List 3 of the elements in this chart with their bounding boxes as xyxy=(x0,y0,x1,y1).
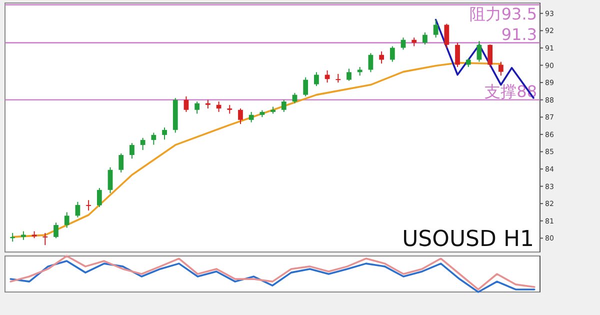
ref-line-label: 阻力93.5 xyxy=(469,4,537,24)
ref-line-label: 91.3 xyxy=(501,24,537,44)
annotation: USOUSD H1 xyxy=(402,227,534,252)
